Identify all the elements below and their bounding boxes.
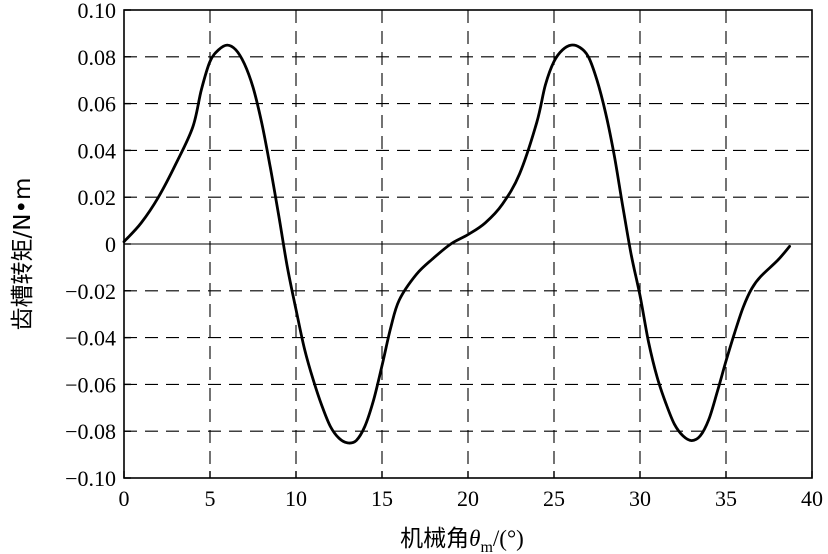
y-tick-label: −0.08 [65, 419, 116, 444]
y-axis-title: 齿槽转矩/N•m [10, 178, 36, 331]
x-tick-label: 20 [457, 486, 479, 511]
plot-area [122, 43, 791, 445]
y-tick-label: −0.10 [65, 466, 116, 491]
x-tick-labels: 0 5 10 15 20 25 30 35 40 [119, 486, 824, 511]
x-tick-label: 15 [371, 486, 393, 511]
x-axis-title-symbol: θ [469, 526, 480, 551]
x-tick-label: 0 [119, 486, 130, 511]
x-tick-label: 10 [285, 486, 307, 511]
x-tick-label: 35 [715, 486, 737, 511]
x-axis-title-suffix: /(°) [493, 526, 524, 551]
y-tick-label: 0 [105, 232, 116, 257]
y-tick-label: 0.02 [78, 185, 117, 210]
axis-ticks [123, 9, 813, 479]
x-tick-label: 30 [629, 486, 651, 511]
y-tick-label: −0.06 [65, 372, 116, 397]
x-tick-label: 40 [801, 486, 823, 511]
x-axis-title-prefix: 机械角 [400, 526, 469, 552]
grid [124, 10, 812, 478]
x-tick-label: 25 [543, 486, 565, 511]
cogging-torque-curve [122, 43, 791, 445]
y-tick-label: 0.08 [78, 45, 117, 70]
x-tick-label: 5 [205, 486, 216, 511]
y-tick-label: −0.04 [65, 326, 116, 351]
y-tick-label: −0.02 [65, 279, 116, 304]
y-tick-label: 0.10 [78, 0, 117, 23]
y-tick-label: 0.04 [78, 138, 117, 163]
y-tick-label: 0.06 [78, 92, 117, 117]
x-axis-title: 机械角θm/(°) [400, 526, 524, 554]
x-axis-title-subscript: m [480, 539, 493, 554]
y-tick-labels: 0.10 0.08 0.06 0.04 0.02 0 −0.02 −0.04 −0.06 −0.0… [65, 0, 116, 491]
